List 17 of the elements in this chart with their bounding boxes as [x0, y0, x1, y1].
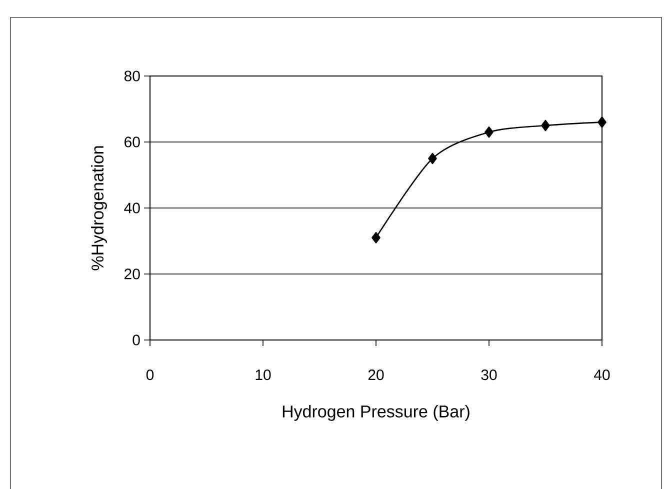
point: [428, 152, 437, 164]
y-tick-label: 60: [124, 136, 140, 148]
y-tick-label: 80: [124, 70, 140, 82]
y-axis-title: %Hydrogenation: [91, 146, 107, 270]
point: [372, 232, 380, 244]
x-tick-label: 0: [146, 370, 154, 380]
y-tick-label: 40: [124, 202, 140, 214]
point: [541, 120, 550, 132]
x-tick-label: 30: [481, 370, 497, 380]
y-tick-label: 0: [132, 334, 140, 346]
x-axis-title: Hydrogen Pressure (Bar): [282, 405, 470, 421]
point: [598, 116, 606, 128]
x-tick-label: 40: [594, 370, 610, 380]
x-tick-label: 10: [256, 370, 271, 380]
x-tick-label: 20: [368, 370, 384, 380]
point: [484, 126, 494, 138]
y-tick-label: 20: [124, 268, 140, 280]
